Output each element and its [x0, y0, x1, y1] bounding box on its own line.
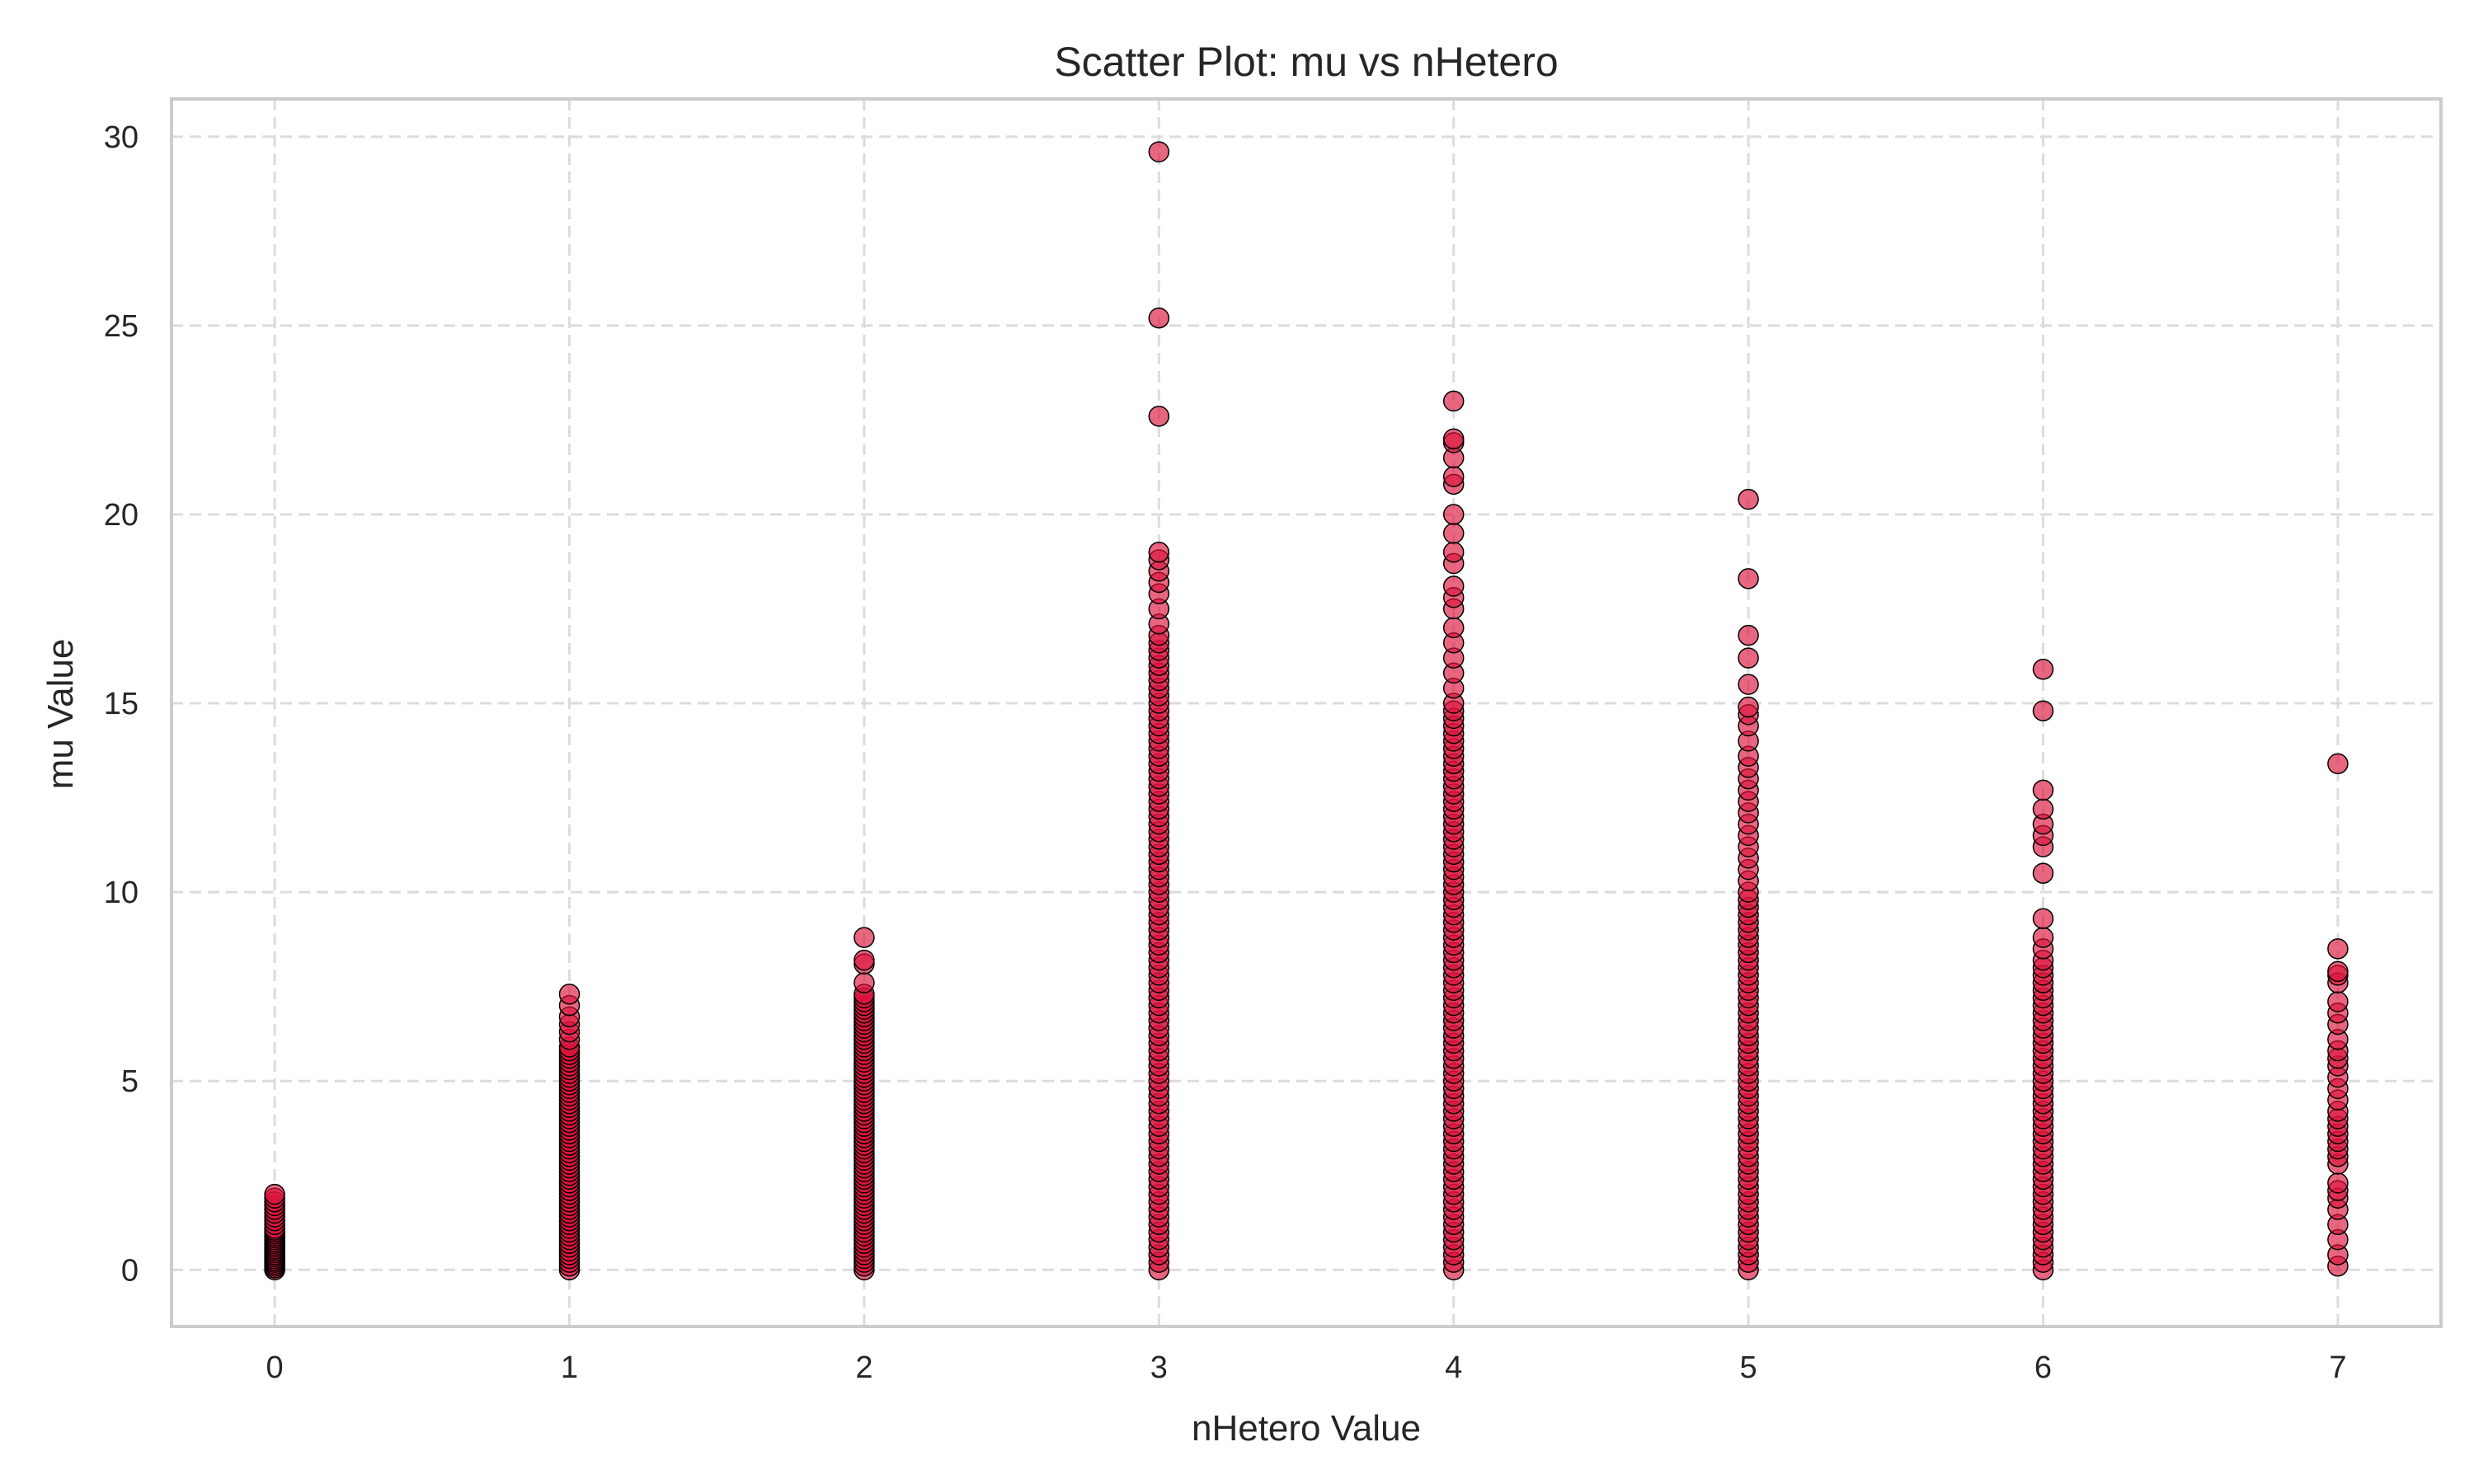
data-point — [2032, 798, 2054, 820]
data-point — [1442, 390, 1465, 412]
data-points — [264, 141, 2349, 1281]
data-point — [1442, 617, 1465, 639]
x-tick-label: 0 — [266, 1350, 284, 1385]
y-tick-label: 25 — [104, 309, 139, 344]
data-point — [2032, 908, 2054, 929]
data-point — [2327, 938, 2349, 960]
data-point — [2327, 991, 2349, 1012]
data-point — [1738, 674, 1759, 695]
data-point — [1738, 488, 1759, 510]
data-point — [2032, 779, 2054, 801]
y-tick-label: 10 — [104, 876, 139, 910]
data-point — [1442, 523, 1465, 544]
x-tick-label: 7 — [2329, 1350, 2346, 1385]
data-point — [2327, 753, 2349, 775]
y-tick-label: 0 — [121, 1253, 139, 1288]
data-point — [2032, 927, 2054, 948]
data-point — [558, 984, 581, 1005]
x-axis-label: nHetero Value — [1192, 1408, 1421, 1449]
data-point — [854, 972, 875, 993]
data-point — [2032, 659, 2054, 680]
plot-frame — [170, 97, 2443, 1328]
chart-title: Scatter Plot: mu vs nHetero — [1054, 39, 1558, 85]
y-tick-label: 5 — [121, 1064, 139, 1099]
data-point — [1148, 307, 1170, 329]
data-point — [2327, 1172, 2349, 1194]
y-axis-label: mu Value — [40, 639, 81, 790]
y-tick-label: 30 — [104, 120, 139, 155]
data-point — [1738, 647, 1759, 669]
data-point — [1738, 696, 1759, 718]
x-tick-label: 1 — [561, 1350, 578, 1385]
x-tick-label: 6 — [2034, 1350, 2052, 1385]
x-tick-labels: 0 1 2 3 4 5 6 7 — [266, 1350, 2347, 1385]
data-point — [2032, 862, 2054, 884]
data-point — [1442, 575, 1465, 597]
y-tick-label: 20 — [104, 498, 139, 533]
data-point — [1148, 406, 1170, 427]
y-tick-label: 15 — [104, 687, 139, 721]
x-tick-label: 5 — [1740, 1350, 1757, 1385]
data-point — [1738, 624, 1759, 646]
data-point — [264, 1183, 285, 1205]
data-point — [1442, 504, 1465, 525]
data-point — [854, 949, 875, 971]
data-point — [1738, 568, 1759, 589]
x-tick-label: 3 — [1150, 1350, 1168, 1385]
data-point — [1442, 542, 1465, 563]
data-point — [1442, 428, 1465, 450]
data-point — [854, 927, 875, 948]
data-point — [1148, 542, 1170, 563]
data-point — [1442, 466, 1465, 487]
x-tick-label: 2 — [855, 1350, 872, 1385]
data-point — [2327, 960, 2349, 983]
x-tick-label: 4 — [1445, 1350, 1462, 1385]
y-tick-labels: 0 5 10 15 20 25 30 — [104, 120, 139, 1288]
data-point — [1148, 141, 1170, 162]
data-point — [2032, 700, 2054, 721]
